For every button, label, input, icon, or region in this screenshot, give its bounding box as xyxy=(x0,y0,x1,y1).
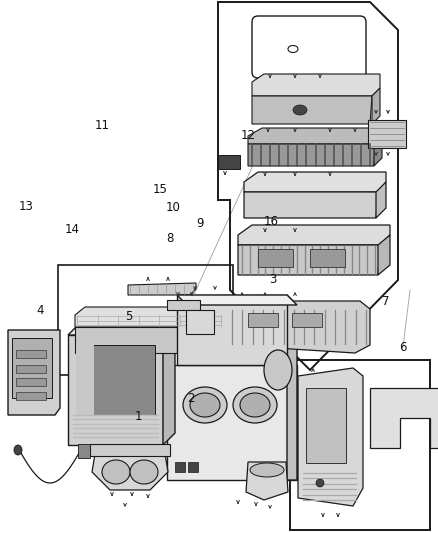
Ellipse shape xyxy=(190,393,220,417)
Bar xyxy=(186,310,214,334)
Polygon shape xyxy=(378,235,390,275)
Bar xyxy=(16,378,46,386)
Bar xyxy=(368,120,406,148)
Bar xyxy=(218,155,240,169)
Bar xyxy=(78,444,90,458)
Bar xyxy=(58,265,233,375)
Ellipse shape xyxy=(240,393,270,417)
Polygon shape xyxy=(252,96,372,124)
Ellipse shape xyxy=(316,479,324,487)
Ellipse shape xyxy=(130,460,158,484)
Bar xyxy=(76,345,155,415)
Text: 3: 3 xyxy=(269,273,276,286)
Bar xyxy=(306,388,346,463)
Polygon shape xyxy=(75,307,235,327)
Ellipse shape xyxy=(14,445,22,455)
Polygon shape xyxy=(228,301,370,353)
Text: 7: 7 xyxy=(381,295,389,308)
Text: 8: 8 xyxy=(166,232,173,245)
Polygon shape xyxy=(244,192,378,218)
Text: 15: 15 xyxy=(152,183,167,196)
Bar xyxy=(188,462,198,472)
Polygon shape xyxy=(370,388,438,448)
Polygon shape xyxy=(248,144,375,166)
Text: 10: 10 xyxy=(166,201,180,214)
Bar xyxy=(248,313,278,327)
Polygon shape xyxy=(238,225,390,245)
Polygon shape xyxy=(92,454,168,490)
Ellipse shape xyxy=(102,460,130,484)
Polygon shape xyxy=(75,327,223,353)
Polygon shape xyxy=(298,368,363,506)
Polygon shape xyxy=(167,365,297,480)
Polygon shape xyxy=(287,295,297,480)
Ellipse shape xyxy=(250,463,284,477)
Text: 14: 14 xyxy=(65,223,80,236)
Polygon shape xyxy=(8,330,60,415)
Polygon shape xyxy=(246,462,288,500)
Text: 12: 12 xyxy=(241,130,256,142)
Polygon shape xyxy=(248,128,382,144)
Polygon shape xyxy=(238,245,380,275)
Polygon shape xyxy=(163,323,175,445)
Ellipse shape xyxy=(183,387,227,423)
Text: 6: 6 xyxy=(399,341,407,354)
Text: 4: 4 xyxy=(36,304,44,317)
Polygon shape xyxy=(252,74,380,96)
Polygon shape xyxy=(376,182,386,218)
Polygon shape xyxy=(177,295,297,305)
Polygon shape xyxy=(374,136,382,166)
Bar xyxy=(258,249,293,267)
Bar xyxy=(292,313,322,327)
Bar xyxy=(90,444,170,456)
Text: 1: 1 xyxy=(134,410,142,423)
Polygon shape xyxy=(68,335,163,445)
Ellipse shape xyxy=(264,350,292,390)
Text: 2: 2 xyxy=(187,392,194,405)
Text: 13: 13 xyxy=(19,200,34,213)
Bar xyxy=(175,462,185,472)
Text: 9: 9 xyxy=(196,217,204,230)
Bar xyxy=(16,350,46,358)
Bar xyxy=(310,249,345,267)
Text: 5: 5 xyxy=(126,310,133,322)
Bar xyxy=(16,365,46,373)
Polygon shape xyxy=(372,88,380,124)
Ellipse shape xyxy=(233,387,277,423)
Polygon shape xyxy=(68,323,175,335)
Polygon shape xyxy=(167,300,200,310)
Text: 11: 11 xyxy=(95,119,110,132)
Polygon shape xyxy=(244,172,386,192)
Bar xyxy=(16,392,46,400)
Bar xyxy=(12,338,52,398)
Ellipse shape xyxy=(293,105,307,115)
Text: 16: 16 xyxy=(264,215,279,228)
Bar xyxy=(76,345,94,415)
Polygon shape xyxy=(177,295,287,365)
Polygon shape xyxy=(128,283,196,295)
